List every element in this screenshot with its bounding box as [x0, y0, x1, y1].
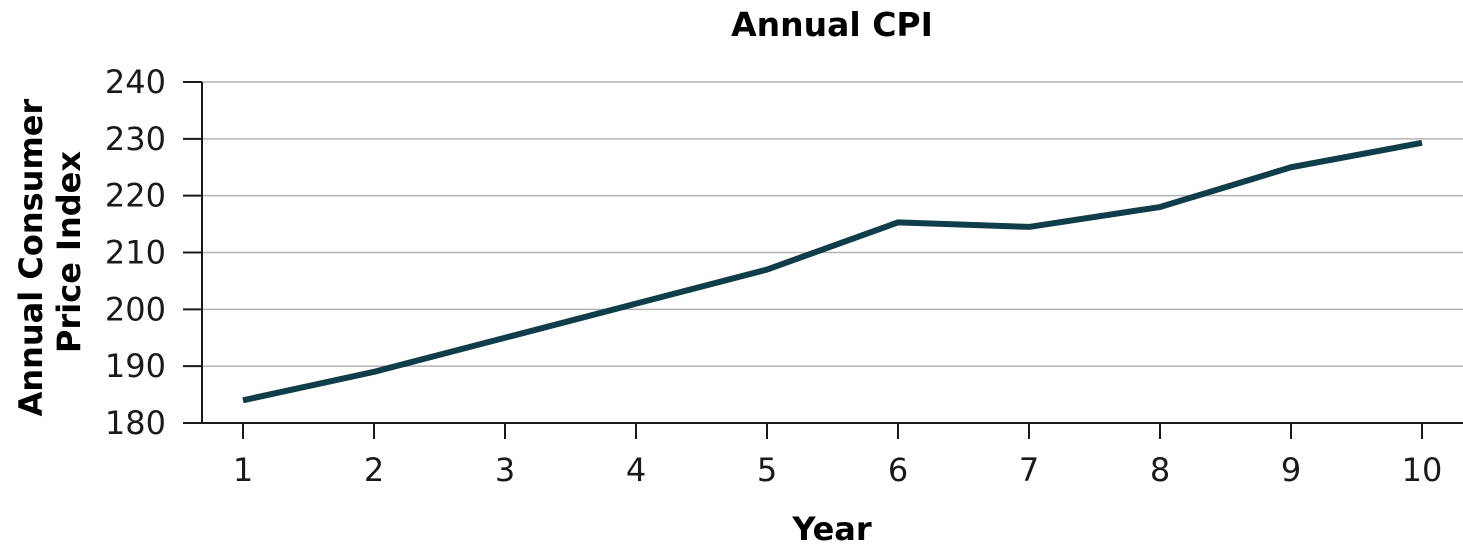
x-tick-label: 1 — [233, 451, 253, 489]
x-axis-label: Year — [791, 510, 872, 548]
y-tick-label: 210 — [105, 234, 166, 272]
x-tick-label: 10 — [1402, 451, 1443, 489]
y-axis-ticks: 180 190 200 210 220 230 240 — [105, 63, 202, 442]
x-tick-label: 5 — [757, 451, 777, 489]
y-tick-label: 220 — [105, 177, 166, 215]
series-line — [242, 139, 1423, 404]
x-tick-label: 7 — [1019, 451, 1039, 489]
y-axis-label-line-2: Price Index — [50, 151, 88, 353]
y-tick-label: 240 — [105, 63, 166, 101]
x-tick-label: 4 — [626, 451, 646, 489]
x-tick-label: 6 — [888, 451, 908, 489]
x-tick-label: 9 — [1281, 451, 1301, 489]
y-tick-label: 190 — [105, 347, 166, 385]
series — [242, 139, 1423, 404]
x-tick-label: 3 — [495, 451, 515, 489]
y-tick-label: 230 — [105, 120, 166, 158]
x-axis-ticks: 1 2 3 4 5 6 7 8 9 10 — [233, 423, 1443, 489]
x-tick-label: 2 — [364, 451, 384, 489]
y-tick-label: 180 — [105, 404, 166, 442]
y-tick-label: 200 — [105, 290, 166, 328]
gridlines — [202, 81, 1463, 367]
y-axis-label-line-1: Annual Consumer — [12, 98, 50, 416]
y-axis-label: Annual Consumer Price Index — [12, 88, 88, 417]
x-tick-label: 8 — [1150, 451, 1170, 489]
chart-title: Annual CPI — [731, 5, 933, 44]
